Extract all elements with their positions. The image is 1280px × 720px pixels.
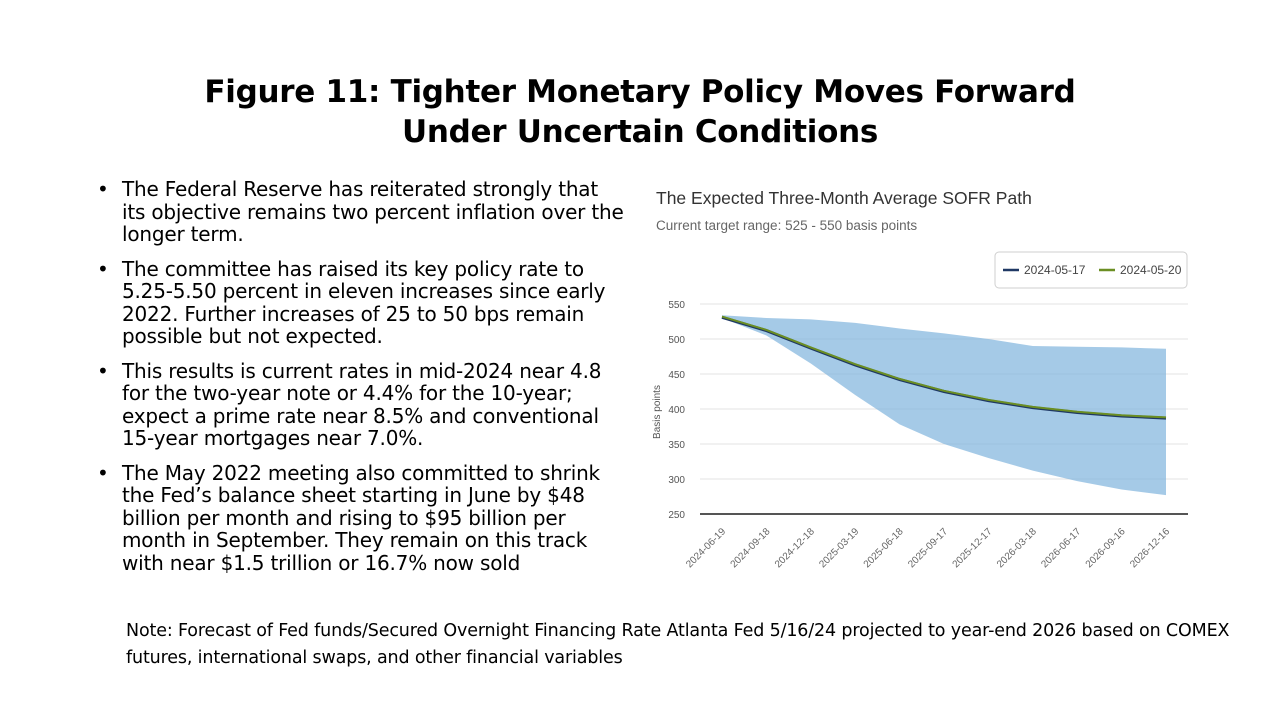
x-tick-label: 2026-09-16	[1084, 526, 1128, 570]
footnote: Note: Forecast of Fed funds/Secured Over…	[126, 621, 1230, 668]
x-tick-label: 2025-12-17	[951, 526, 995, 570]
y-axis-label: Basis points	[652, 385, 663, 439]
chart-title: The Expected Three-Month Average SOFR Pa…	[656, 188, 1032, 208]
x-tick-label: 2024-06-19	[684, 526, 728, 570]
x-tick-label: 2026-06-17	[1039, 526, 1083, 570]
slide-title: Figure 11: Tighter Monetary Policy Moves…	[0, 72, 1280, 152]
bullet-dot: •	[97, 256, 109, 281]
chart-legend: 2024-05-17 2024-05-20	[994, 251, 1188, 289]
y-tick-label: 400	[668, 405, 685, 416]
forecast-range-band	[722, 315, 1166, 496]
chart-plot	[721, 315, 1167, 496]
bullet-text: This results is current rates in mid-202…	[122, 358, 602, 450]
bullet-dot: •	[97, 177, 109, 201]
legend-entry: 2024-05-17	[1024, 263, 1086, 277]
sofr-chart-svg: The Expected Three-Month Average SOFR Pa…	[652, 188, 1188, 570]
bullet-item: • The Federal Reserve has reiterated stro…	[96, 178, 626, 246]
sofr-chart: The Expected Three-Month Average SOFR Pa…	[640, 172, 1200, 602]
series-line-2024-05-20	[721, 315, 1167, 419]
y-tick-label: 350	[668, 440, 685, 451]
x-tick-label: 2025-09-17	[906, 526, 950, 570]
x-tick-label: 2026-12-16	[1128, 526, 1172, 570]
y-tick-label: 500	[668, 335, 685, 346]
y-tick-label: 250	[668, 510, 685, 521]
x-tick-label: 2026-03-18	[995, 526, 1039, 570]
x-tick-label: 2025-06-18	[862, 526, 906, 570]
y-tick-label: 450	[668, 370, 685, 381]
x-tick-label: 2025-03-19	[817, 526, 861, 570]
x-tick-label: 2024-09-18	[729, 526, 773, 570]
x-tick-label: 2024-12-18	[773, 526, 817, 570]
legend-box	[994, 251, 1188, 289]
bullet-text: The Federal Reserve has reiterated stron…	[122, 177, 624, 246]
bullet-item: • The committee has raised its key policy…	[96, 256, 626, 348]
bullet-dot: •	[97, 460, 109, 485]
chart-subtitle: Current target range: 525 - 550 basis po…	[656, 218, 917, 233]
bullet-text: The May 2022 meeting also committed to s…	[122, 460, 600, 575]
bullet-list: • The Federal Reserve has reiterated stro…	[96, 178, 626, 586]
legend-entry: 2024-05-20	[1120, 263, 1182, 277]
y-tick-label: 300	[668, 475, 685, 486]
slide-title-line1: Figure 11: Tighter Monetary Policy Moves…	[204, 74, 1076, 110]
slide-title-line2: Under Uncertain Conditions	[401, 114, 879, 150]
bullet-dot: •	[97, 358, 109, 383]
y-tick-label: 550	[668, 300, 685, 311]
bullet-item: • The May 2022 meeting also committed to …	[96, 460, 626, 575]
bullet-item: • This results is current rates in mid-20…	[96, 358, 626, 450]
bullet-text: The committee has raised its key policy …	[122, 256, 606, 348]
